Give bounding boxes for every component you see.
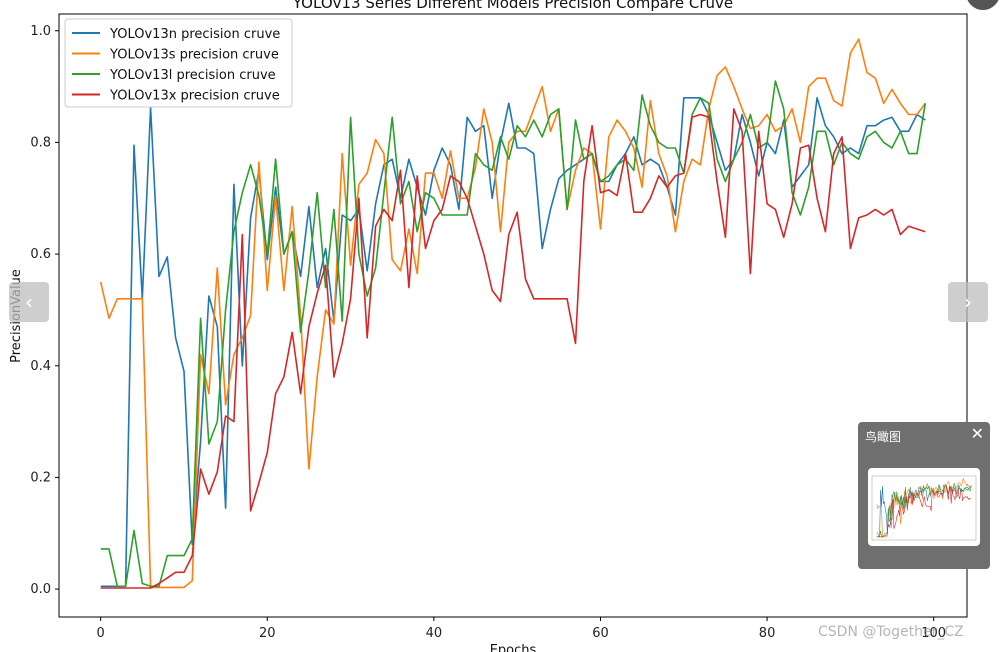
close-icon[interactable]: ✕ [970,424,984,443]
prev-image-button[interactable]: ‹ [9,282,49,322]
chevron-left-icon: ‹ [25,290,33,314]
y-tick-label: 0.4 [30,359,51,374]
chart-title: YOLOv13 Series Different Models Precisio… [292,0,733,12]
y-tick-label: 0.2 [30,470,51,485]
series-line-2 [99,38,926,589]
y-tick-label: 0.0 [30,582,51,597]
minimap-panel: 鸟瞰图 ✕ [858,422,990,569]
lines-layer [99,38,927,589]
series-line-4 [100,108,926,589]
chevron-right-icon: › [964,290,972,314]
x-tick-label: 20 [259,626,276,641]
y-tick-label: 0.6 [30,247,51,262]
ticks-layer: 0 20 40 60 80 100 0.0 0.2 0.4 0.6 0.8 1.0 [30,24,946,641]
legend-label: YOLOv13l precision cruve [109,68,276,83]
x-tick-label: 60 [592,626,609,641]
x-axis-label: Epochs [490,643,537,652]
series-line-3 [100,80,927,588]
x-tick-label: 100 [921,626,946,641]
minimap-series-line-3 [876,483,972,537]
x-tick-label: 40 [426,626,443,641]
x-tick-label: 0 [97,626,105,641]
next-image-button[interactable]: › [948,282,988,322]
legend-label: YOLOv13s precision cruve [109,48,279,63]
x-tick-label: 80 [759,626,776,641]
legend-label: YOLOv13n precision cruve [109,27,280,42]
legend-frame [64,18,293,108]
minimap-thumbnail[interactable] [868,468,980,546]
minimap-chart [871,475,977,541]
minimap-title: 鸟瞰图 [865,430,902,444]
legend-label: YOLOv13x precision cruve [109,89,280,104]
y-tick-label: 0.8 [30,135,51,150]
minimap-series-line-4 [876,485,972,538]
legend: YOLOv13n precision cruve YOLOv13s precisi… [64,18,293,108]
y-tick-label: 1.0 [30,24,51,39]
corner-button[interactable] [966,0,1000,10]
watermark: CSDN @Together_CZ [818,624,964,640]
